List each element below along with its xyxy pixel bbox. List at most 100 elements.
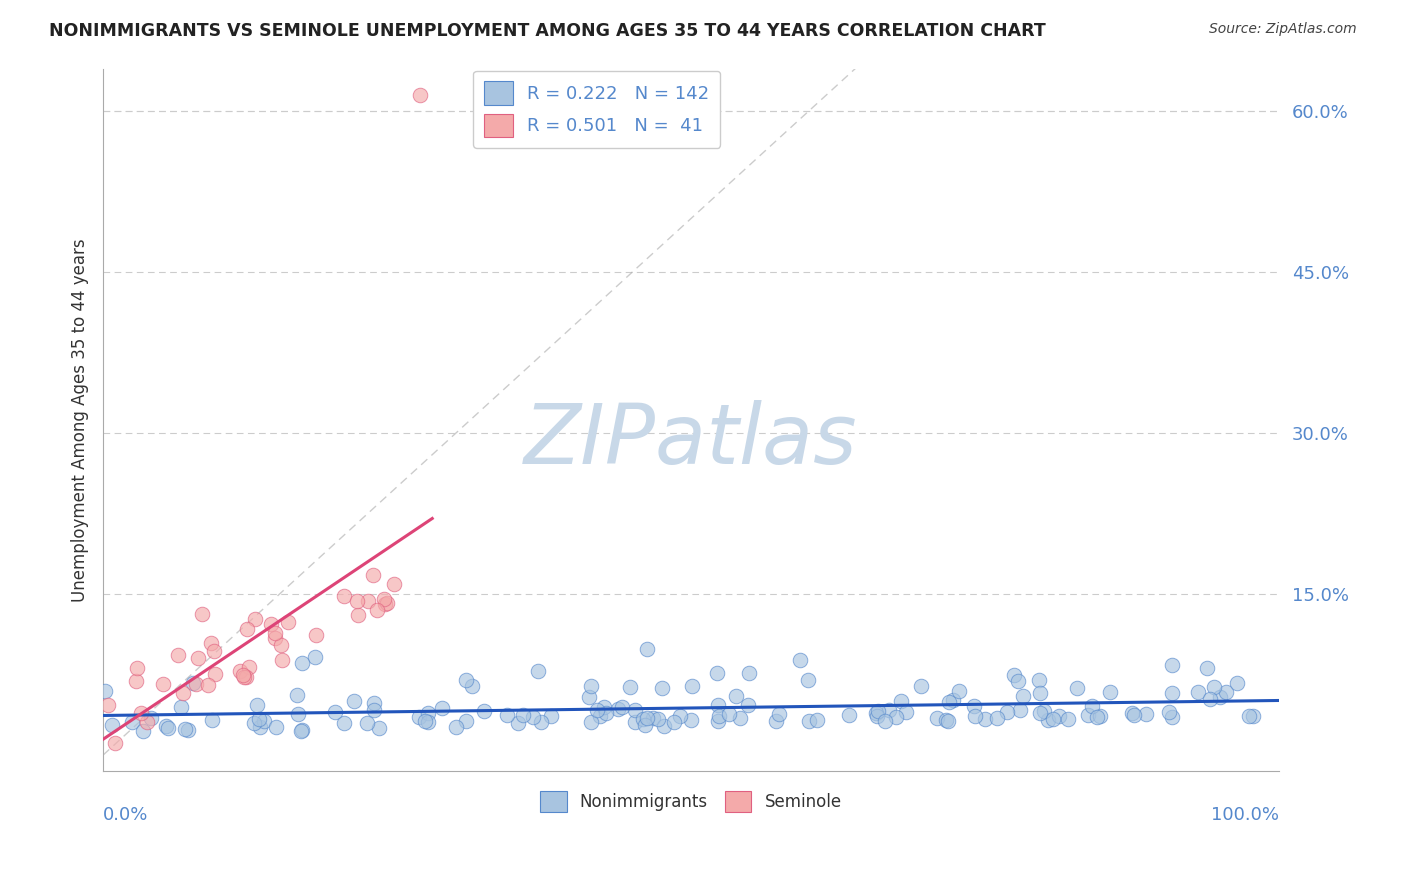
Point (797, 714, 820, 728)
Point (304, 649, 326, 664)
Point (368, 721, 391, 735)
Point (1157, 705, 1180, 719)
Point (879, 703, 901, 717)
Point (347, 607, 370, 622)
Point (375, 596, 398, 610)
Point (1028, 673, 1050, 687)
Point (1226, 675, 1249, 690)
Point (408, 709, 430, 723)
Point (191, 607, 214, 622)
Point (416, 706, 439, 720)
Point (444, 720, 467, 734)
Point (706, 698, 728, 713)
Point (323, 705, 346, 719)
Point (1215, 684, 1237, 698)
Point (456, 714, 478, 728)
Point (285, 688, 308, 702)
Point (935, 713, 957, 727)
Point (374, 597, 396, 611)
Point (588, 708, 610, 723)
Point (249, 720, 271, 734)
Point (963, 698, 986, 713)
Point (789, 653, 811, 667)
Point (357, 594, 380, 608)
Point (681, 679, 703, 693)
Point (1195, 661, 1218, 675)
Point (305, 628, 328, 642)
Point (94, 684, 117, 698)
Point (709, 709, 731, 723)
Point (806, 713, 828, 727)
Point (333, 590, 356, 604)
Point (679, 713, 702, 727)
Point (247, 713, 270, 727)
Point (409, 88, 432, 103)
Point (253, 714, 276, 728)
Point (173, 722, 195, 736)
Point (1047, 709, 1070, 723)
Point (910, 679, 932, 693)
Point (586, 703, 609, 717)
Point (356, 715, 378, 730)
Point (662, 715, 685, 730)
Point (1239, 709, 1261, 723)
Point (890, 694, 912, 708)
Point (1042, 712, 1064, 726)
Point (166, 648, 188, 662)
Point (232, 670, 254, 684)
Point (200, 635, 222, 649)
Point (873, 714, 896, 729)
Point (277, 615, 299, 629)
Point (373, 592, 395, 607)
Point (1028, 686, 1050, 700)
Y-axis label: Unemployment Among Ages 35 to 44 years: Unemployment Among Ages 35 to 44 years (72, 238, 89, 601)
Point (264, 720, 287, 734)
Point (1122, 708, 1144, 723)
Point (290, 723, 312, 738)
Point (1057, 712, 1080, 726)
Point (1135, 707, 1157, 722)
Point (1199, 692, 1222, 706)
Point (100, 718, 122, 732)
Point (865, 706, 887, 720)
Point (291, 723, 314, 737)
Point (1209, 690, 1232, 704)
Point (187, 650, 209, 665)
Point (382, 577, 405, 591)
Point (578, 690, 600, 705)
Point (623, 714, 645, 729)
Point (1241, 709, 1264, 723)
Point (496, 708, 519, 723)
Point (593, 699, 616, 714)
Point (343, 694, 366, 708)
Point (512, 707, 534, 722)
Point (235, 670, 257, 684)
Point (270, 638, 292, 652)
Point (291, 656, 314, 670)
Point (1121, 706, 1143, 720)
Point (204, 667, 226, 681)
Point (637, 711, 659, 725)
Point (610, 700, 633, 714)
Point (1077, 707, 1099, 722)
Point (366, 602, 388, 616)
Point (346, 594, 368, 608)
Point (104, 736, 127, 750)
Point (1160, 686, 1182, 700)
Point (797, 673, 820, 687)
Point (866, 708, 889, 723)
Text: ZIPatlas: ZIPatlas (524, 401, 858, 482)
Point (942, 693, 965, 707)
Point (522, 710, 544, 724)
Point (415, 714, 437, 728)
Point (177, 723, 200, 737)
Point (706, 666, 728, 681)
Point (263, 625, 285, 640)
Point (540, 709, 562, 723)
Point (155, 719, 177, 733)
Point (866, 704, 889, 718)
Text: 0.0%: 0.0% (103, 806, 149, 824)
Point (579, 679, 602, 693)
Point (1007, 674, 1029, 689)
Point (718, 706, 741, 721)
